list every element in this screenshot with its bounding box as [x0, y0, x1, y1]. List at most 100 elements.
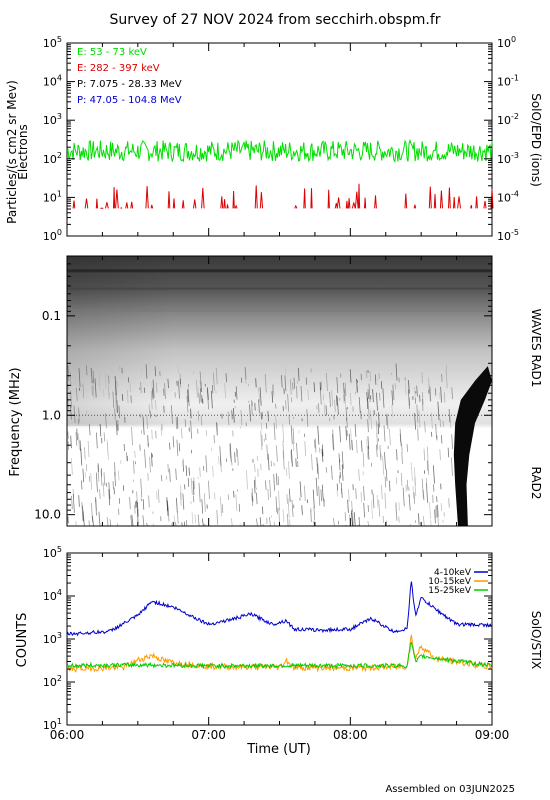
particles-y-tick-label: 100 [43, 228, 62, 243]
radio-burst-streak [69, 371, 72, 387]
radio-burst-streak [118, 405, 121, 418]
radio-burst-streak [313, 382, 315, 393]
radio-burst-streak [167, 463, 169, 473]
radio-burst-streak [367, 419, 369, 433]
radio-burst-streak [385, 468, 388, 482]
radio-burst-streak [235, 386, 238, 400]
radio-burst-streak [133, 460, 135, 474]
radio-burst-streak [317, 425, 320, 445]
radio-burst-streak [166, 500, 169, 516]
radio-burst-streak [367, 521, 369, 527]
radio-burst-streak [175, 417, 178, 430]
radio-burst-streak [389, 428, 391, 446]
radio-burst-streak [118, 470, 120, 481]
radio-burst-streak [156, 491, 158, 500]
series-electrons-high-spike [145, 186, 149, 209]
radio-burst-streak [253, 479, 256, 494]
radio-band [67, 308, 492, 312]
radio-burst-streak [198, 482, 201, 503]
radio-burst-streak [407, 389, 410, 409]
radio-burst-streak [443, 392, 446, 403]
stix-y-tick-label: 103 [43, 631, 62, 646]
radio-burst-streak [343, 394, 345, 404]
series-electrons-high-spike [448, 187, 451, 209]
radio-burst-streak [273, 474, 275, 491]
radio-burst-streak [312, 489, 315, 509]
radio-burst-streak [384, 452, 386, 470]
radio-burst-streak [286, 494, 288, 504]
radio-burst-streak [425, 478, 428, 489]
radio-burst-streak [67, 365, 70, 382]
radio-burst-streak [229, 443, 232, 463]
radio-burst-streak [114, 376, 117, 396]
radio-burst-streak [355, 488, 357, 500]
radio-burst-streak [354, 423, 357, 437]
footer-assembled: Assembled on 03JUN2025 [385, 784, 515, 795]
radio-burst-streak [126, 389, 129, 404]
radio-burst-streak [142, 515, 145, 527]
radio-burst-streak [290, 425, 293, 444]
radio-burst-streak [313, 507, 316, 521]
radio-burst-streak [356, 378, 358, 392]
radio-burst-streak [94, 378, 97, 398]
radio-burst-streak [196, 379, 198, 398]
radio-burst-streak [199, 388, 202, 403]
radio-burst-streak [278, 490, 280, 511]
series-electrons-high-spike [294, 204, 298, 209]
radio-burst-streak [72, 493, 75, 513]
particles-ylabel: Particles/(s cm2 sr Mev) [5, 80, 19, 224]
radio-burst-streak [160, 427, 162, 436]
radio-burst-streak [338, 453, 341, 471]
radio-burst-streak [106, 439, 109, 456]
radio-burst-streak [178, 380, 180, 399]
radio-burst-streak [350, 428, 353, 449]
radio-burst-streak [145, 364, 148, 379]
radio-burst-streak [352, 509, 354, 527]
radio-burst-streak [255, 378, 257, 388]
radio-burst-streak [431, 412, 433, 429]
series-electrons-high-spike [234, 204, 238, 209]
radio-burst-streak [190, 478, 193, 495]
series-electrons-high-spike [357, 183, 361, 209]
legend-stix-4-10: 4-10keV [434, 568, 472, 578]
radio-burst-streak [292, 428, 295, 444]
radio-burst-streak [315, 477, 318, 496]
radio-burst-streak [376, 444, 378, 457]
radio-burst-streak [142, 416, 145, 435]
radio-burst-streak [212, 465, 214, 477]
radio-burst-streak [426, 446, 429, 460]
radio-burst-streak [395, 363, 398, 381]
radio-burst-streak [410, 462, 413, 481]
radio-burst-streak [178, 443, 181, 452]
radio-burst-streak [100, 470, 103, 486]
radio-burst-streak [289, 379, 292, 395]
radio-burst-streak [238, 503, 241, 512]
radio-burst-streak [98, 511, 101, 527]
radio-burst-streak [190, 420, 193, 439]
radio-burst-streak [134, 450, 136, 458]
radio-burst-streak [220, 496, 222, 517]
radio-burst-streak [332, 433, 334, 451]
particles-panel: 100 101 102 103 104 105 10-5 10-4 10-3 10-2 10-1 10… [5, 35, 543, 243]
radio-burst-streak [437, 401, 440, 420]
radio-burst-streak [314, 439, 316, 449]
radio-burst-streak [75, 521, 77, 527]
radio-burst-streak [323, 498, 325, 507]
radio-burst-streak [451, 434, 453, 450]
legend-electrons-low: E: 53 - 73 keV [77, 47, 147, 58]
radio-burst-streak [180, 492, 182, 506]
series-electrons-high-spike [201, 187, 205, 209]
radio-burst-streak [148, 404, 150, 413]
radio-burst-streak [71, 495, 73, 510]
radio-burst-streak [264, 373, 267, 393]
radio-burst-streak [347, 499, 349, 513]
radio-burst-streak [74, 375, 76, 386]
radio-burst-streak [285, 400, 287, 410]
radio-burst-streak [322, 444, 324, 456]
radio-burst-streak [282, 424, 285, 442]
radio-burst-streak [105, 413, 107, 429]
radio-burst-streak [109, 519, 112, 527]
radio-burst-streak [429, 386, 432, 402]
radio-burst-streak [114, 472, 116, 487]
series-electrons-high-spike [150, 204, 154, 209]
